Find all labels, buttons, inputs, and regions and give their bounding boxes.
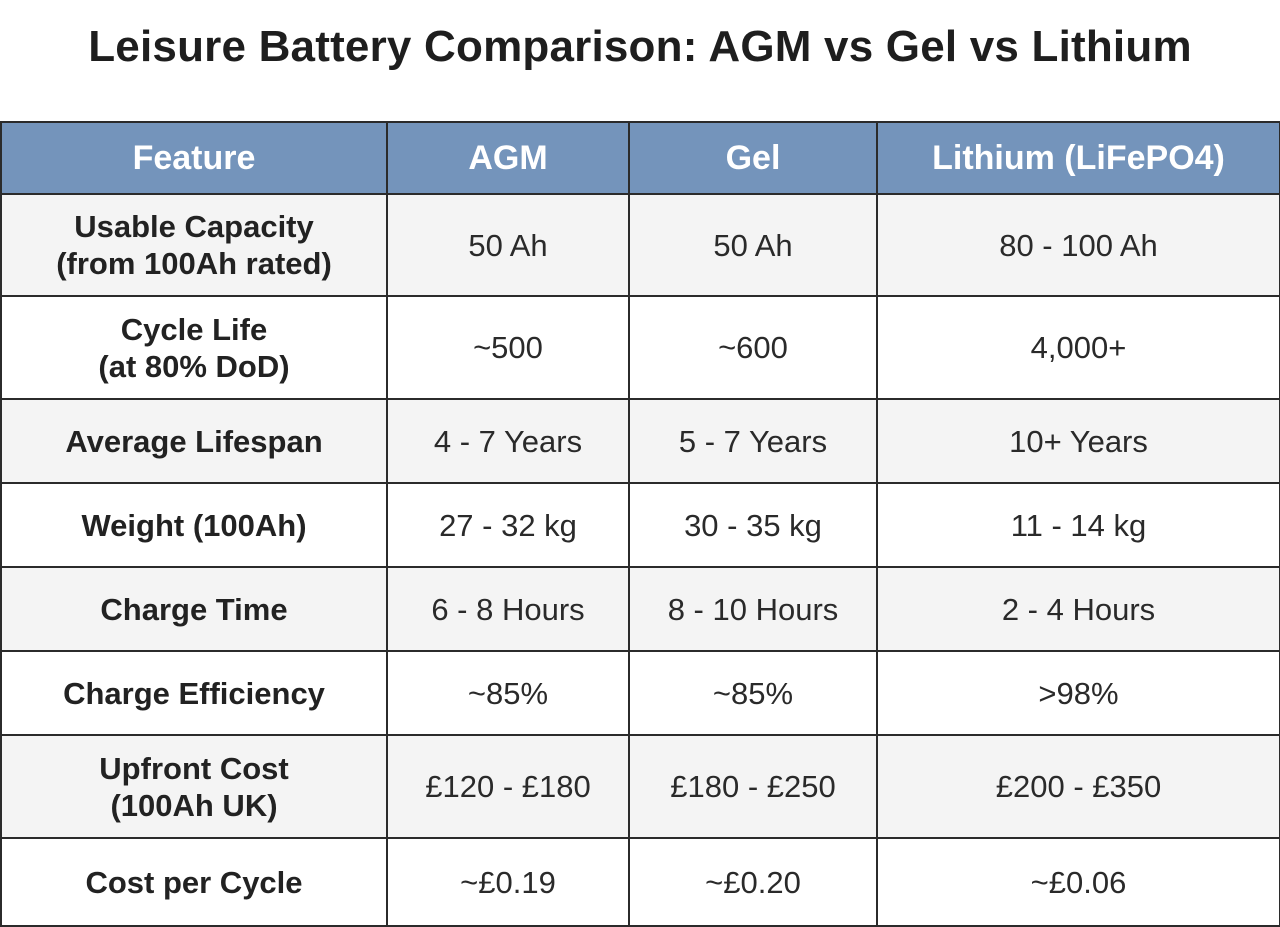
table-row: Upfront Cost (100Ah UK) £120 - £180 £180… <box>0 734 1280 839</box>
agm-cell: 4 - 7 Years <box>386 398 630 484</box>
feature-label: Average Lifespan <box>65 423 323 459</box>
feature-cell: Cycle Life (at 80% DoD) <box>0 295 388 400</box>
lithium-cell: 4,000+ <box>876 295 1280 400</box>
lithium-cell: 80 - 100 Ah <box>876 193 1280 297</box>
feature-label: Weight (100Ah) <box>81 507 307 543</box>
feature-cell: Cost per Cycle <box>0 837 388 927</box>
gel-cell: 30 - 35 kg <box>628 482 878 568</box>
table-row: Average Lifespan 4 - 7 Years 5 - 7 Years… <box>0 398 1280 484</box>
feature-sublabel: (from 100Ah rated) <box>56 246 332 281</box>
feature-label: Upfront Cost <box>99 750 289 786</box>
gel-cell: ~£0.20 <box>628 837 878 927</box>
gel-cell: 8 - 10 Hours <box>628 566 878 652</box>
agm-cell: ~85% <box>386 650 630 736</box>
feature-cell: Weight (100Ah) <box>0 482 388 568</box>
agm-cell: ~500 <box>386 295 630 400</box>
feature-label: Cycle Life <box>120 311 268 347</box>
feature-cell: Charge Time <box>0 566 388 652</box>
lithium-cell: 11 - 14 kg <box>876 482 1280 568</box>
lithium-cell: 10+ Years <box>876 398 1280 484</box>
agm-cell: 50 Ah <box>386 193 630 297</box>
page-title: Leisure Battery Comparison: AGM vs Gel v… <box>88 22 1192 71</box>
feature-label: Usable Capacity <box>74 209 314 244</box>
feature-label: Cost per Cycle <box>85 864 303 900</box>
gel-cell: ~85% <box>628 650 878 736</box>
feature-sublabel: (100Ah UK) <box>110 787 278 823</box>
agm-cell: ~£0.19 <box>386 837 630 927</box>
agm-cell: 6 - 8 Hours <box>386 566 630 652</box>
column-header-feature: Feature <box>0 121 388 195</box>
table-row: Charge Efficiency ~85% ~85% >98% <box>0 650 1280 736</box>
comparison-table: Feature AGM Gel Lithium (LiFePO4) Usable… <box>0 121 1280 927</box>
table-row: Cost per Cycle ~£0.19 ~£0.20 ~£0.06 <box>0 837 1280 927</box>
column-header-lithium: Lithium (LiFePO4) <box>876 121 1280 195</box>
feature-label: Charge Time <box>100 591 288 627</box>
feature-cell: Charge Efficiency <box>0 650 388 736</box>
gel-cell: ~600 <box>628 295 878 400</box>
lithium-cell: 2 - 4 Hours <box>876 566 1280 652</box>
table-row: Charge Time 6 - 8 Hours 8 - 10 Hours 2 -… <box>0 566 1280 652</box>
table-row: Cycle Life (at 80% DoD) ~500 ~600 4,000+ <box>0 295 1280 400</box>
lithium-cell: £200 - £350 <box>876 734 1280 839</box>
table-row: Usable Capacity (from 100Ah rated) 50 Ah… <box>0 193 1280 297</box>
table-header-row: Feature AGM Gel Lithium (LiFePO4) <box>0 121 1280 195</box>
gel-cell: 5 - 7 Years <box>628 398 878 484</box>
gel-cell: 50 Ah <box>628 193 878 297</box>
gel-cell: £180 - £250 <box>628 734 878 839</box>
table-row: Weight (100Ah) 27 - 32 kg 30 - 35 kg 11 … <box>0 482 1280 568</box>
lithium-cell: >98% <box>876 650 1280 736</box>
agm-cell: £120 - £180 <box>386 734 630 839</box>
feature-cell: Usable Capacity (from 100Ah rated) <box>0 193 388 297</box>
feature-label: Charge Efficiency <box>63 675 325 711</box>
column-header-agm: AGM <box>386 121 630 195</box>
feature-sublabel: (at 80% DoD) <box>98 348 290 384</box>
agm-cell: 27 - 32 kg <box>386 482 630 568</box>
feature-cell: Upfront Cost (100Ah UK) <box>0 734 388 839</box>
lithium-cell: ~£0.06 <box>876 837 1280 927</box>
column-header-gel: Gel <box>628 121 878 195</box>
feature-cell: Average Lifespan <box>0 398 388 484</box>
